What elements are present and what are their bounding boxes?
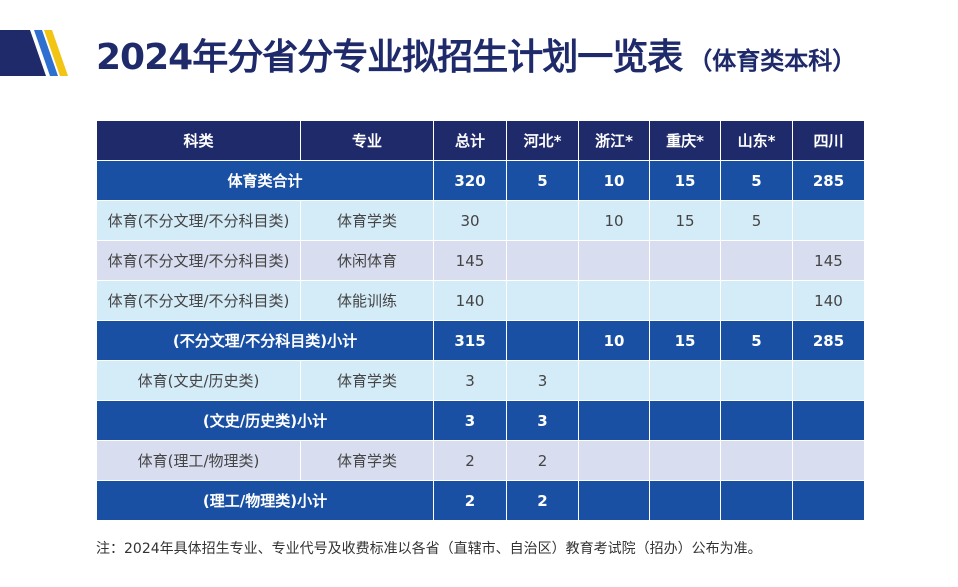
table-cell: 30 (433, 200, 507, 241)
table-cell (506, 320, 579, 361)
table-cell: 体育(不分文理/不分科目类) (96, 240, 301, 281)
table-cell (792, 440, 865, 481)
table-cell: 3 (506, 400, 579, 441)
table-cell: 15 (649, 320, 721, 361)
table-cell: 5 (720, 320, 793, 361)
table-cell (578, 400, 650, 441)
table-cell: 体育(不分文理/不分科目类) (96, 280, 301, 321)
table-row: 体育(不分文理/不分科目类) 体育学类 30 10 15 5 (96, 200, 865, 241)
table-cell: (理工/物理类)小计 (96, 480, 434, 521)
header-row: 科类 专业 总计 河北* 浙江* 重庆* 山东* 四川 (96, 120, 865, 161)
table-cell: 体育学类 (300, 360, 434, 401)
table-cell (649, 360, 721, 401)
table-row: 体育类合计 320 5 10 15 5 285 (96, 160, 865, 201)
table-cell (649, 400, 721, 441)
note: 注：2024年具体招生专业、专业代号及收费标准以各省（直辖市、自治区）教育考试院… (96, 541, 762, 557)
table-row: 体育(理工/物理类) 体育学类 2 2 (96, 440, 865, 481)
table-cell (578, 440, 650, 481)
table-cell (720, 480, 793, 521)
table-cell: 285 (792, 320, 865, 361)
table-cell (578, 280, 650, 321)
column-header: 山东* (720, 120, 793, 161)
table-cell: 145 (792, 240, 865, 281)
title-text: 2024年分省分专业拟招生计划一览表 (96, 37, 683, 78)
table-cell (506, 280, 579, 321)
table-cell: 3 (433, 400, 507, 441)
table-cell: 5 (506, 160, 579, 201)
table-cell: 3 (433, 360, 507, 401)
table-cell (792, 400, 865, 441)
table-cell: (文史/历史类)小计 (96, 400, 434, 441)
column-header: 总计 (433, 120, 507, 161)
table-cell: 体能训练 (300, 280, 434, 321)
table-cell: 315 (433, 320, 507, 361)
table-cell (792, 360, 865, 401)
logo-stripes (0, 30, 68, 76)
table-cell: 2 (506, 440, 579, 481)
table-row: (不分文理/不分科目类)小计 315 10 15 5 285 (96, 320, 865, 361)
table-cell (792, 200, 865, 241)
table-cell: (不分文理/不分科目类)小计 (96, 320, 434, 361)
table-row: 体育(不分文理/不分科目类) 休闲体育 145 145 (96, 240, 865, 281)
table-cell: 15 (649, 200, 721, 241)
table-cell (649, 480, 721, 521)
table-cell (792, 480, 865, 521)
table-cell: 3 (506, 360, 579, 401)
column-header: 专业 (300, 120, 434, 161)
table-cell (578, 480, 650, 521)
table-cell (720, 400, 793, 441)
table-cell (506, 200, 579, 241)
table-cell (720, 280, 793, 321)
column-header: 四川 (792, 120, 865, 161)
table-cell (720, 240, 793, 281)
table-cell (649, 240, 721, 281)
table-cell: 5 (720, 200, 793, 241)
title: 2024年分省分专业拟招生计划一览表 （体育类本科） (96, 28, 856, 80)
table-cell: 2 (506, 480, 579, 521)
table-cell: 体育学类 (300, 440, 434, 481)
table-cell: 140 (792, 280, 865, 321)
table-cell (720, 440, 793, 481)
table-cell: 140 (433, 280, 507, 321)
column-header: 浙江* (578, 120, 650, 161)
table-cell: 5 (720, 160, 793, 201)
table-cell: 10 (578, 160, 650, 201)
column-header: 科类 (96, 120, 301, 161)
table-cell: 15 (649, 160, 721, 201)
table-cell: 体育(文史/历史类) (96, 360, 301, 401)
table-cell: 145 (433, 240, 507, 281)
table-cell: 285 (792, 160, 865, 201)
table-row: (文史/历史类)小计 3 3 (96, 400, 865, 441)
table-cell: 2 (433, 480, 507, 521)
table-cell: 10 (578, 200, 650, 241)
table-row: 体育(文史/历史类) 体育学类 3 3 (96, 360, 865, 401)
table-cell: 320 (433, 160, 507, 201)
table-cell: 10 (578, 320, 650, 361)
table-cell (649, 280, 721, 321)
table-cell: 体育学类 (300, 200, 434, 241)
table-cell (578, 360, 650, 401)
table-cell: 休闲体育 (300, 240, 434, 281)
table-cell: 体育(不分文理/不分科目类) (96, 200, 301, 241)
subtitle: （体育类本科） (688, 47, 857, 75)
table-cell (649, 440, 721, 481)
table-cell: 2 (433, 440, 507, 481)
table-cell: 体育类合计 (96, 160, 434, 201)
table-cell (720, 360, 793, 401)
column-header: 河北* (506, 120, 579, 161)
table-row: (理工/物理类)小计 2 2 (96, 480, 865, 521)
plan-table: 科类 专业 总计 河北* 浙江* 重庆* 山东* 四川 体育类合计 320 5 10 15 5 285 体育… (96, 120, 865, 521)
table-cell: 体育(理工/物理类) (96, 440, 301, 481)
table-row: 体育(不分文理/不分科目类) 体能训练 140 140 (96, 280, 865, 321)
column-header: 重庆* (649, 120, 721, 161)
table-cell (506, 240, 579, 281)
table-cell (578, 240, 650, 281)
